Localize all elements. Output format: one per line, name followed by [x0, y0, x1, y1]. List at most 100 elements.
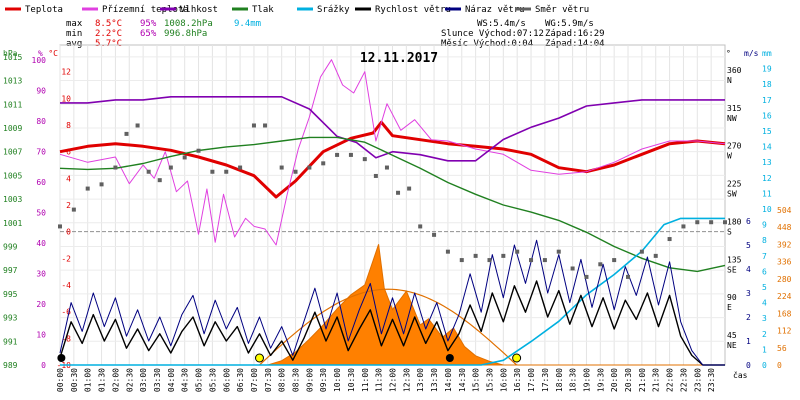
direction-compass: SW [727, 190, 737, 199]
x-tick-label: 20:00 [610, 368, 619, 392]
direction-tick: 180 [727, 217, 742, 226]
rain-tick: 10 [762, 205, 772, 214]
direction-unit: ° [726, 49, 731, 58]
markers [57, 123, 727, 363]
humidity-tick: 30 [36, 270, 46, 279]
direction-point [529, 258, 534, 263]
pressure-tick: 1013 [3, 77, 22, 86]
humidity-unit: % [38, 49, 43, 58]
direction-point [681, 224, 686, 229]
temperature-tick: -4 [61, 281, 71, 290]
wind-tick: 4 [746, 265, 751, 274]
rain-tick: 14 [762, 143, 772, 152]
humidity-tick: 90 [36, 87, 46, 96]
pressure-tick: 1001 [3, 219, 22, 228]
direction-tick: 135 [727, 255, 742, 264]
direction-point [407, 186, 412, 191]
stats-value: 65% [140, 29, 157, 39]
x-tick-label: 02:00 [111, 368, 120, 392]
pressure-tick: 989 [3, 361, 18, 370]
x-tick-label: 16:00 [499, 368, 508, 392]
solar-radiation-area [60, 244, 725, 366]
x-tick-label: 08:30 [292, 368, 301, 392]
sunrise-marker [255, 353, 264, 363]
direction-tick: 360 [727, 66, 742, 75]
direction-point [487, 258, 492, 263]
x-tick-label: 15:00 [472, 368, 481, 392]
rain-tick: 8 [762, 236, 767, 245]
direction-point [263, 123, 268, 128]
direction-compass: SE [727, 265, 737, 274]
wind-tick: 3 [746, 289, 751, 298]
x-tick-label: 07:30 [264, 368, 273, 392]
direction-point [85, 186, 90, 191]
stats-label: avg [66, 39, 82, 49]
direction-tick: 270 [727, 142, 742, 151]
temperature-tick: 0 [66, 228, 71, 237]
legend-label: Náraz větru [465, 5, 525, 15]
stats-block: max 8.5°C 95% 1008.2hPa 9.4mm min 2.2°C 65% 996.… [66, 19, 261, 49]
humidity-tick: 70 [36, 148, 46, 157]
direction-point [570, 266, 575, 271]
direction-point [418, 224, 423, 229]
x-tick-label: 20:30 [624, 368, 633, 392]
pressure-tick: 999 [3, 242, 18, 251]
temperature-tick: 10 [61, 94, 71, 103]
direction-point [157, 178, 162, 183]
x-axis-label: čas [733, 370, 748, 380]
humidity-tick: 0 [41, 361, 46, 370]
direction-point [709, 220, 714, 225]
direction-compass: W [727, 152, 732, 161]
direction-point [168, 165, 173, 170]
temperature-tick: -6 [61, 308, 71, 317]
direction-point [224, 169, 229, 174]
x-tick-label: 19:00 [582, 368, 591, 392]
x-tick-label: 12:00 [389, 368, 398, 392]
rain-tick: 7 [762, 252, 767, 261]
direction-point [653, 253, 658, 258]
rain-tick: 3 [762, 314, 767, 323]
solar-tick: 448 [777, 223, 792, 232]
solar-tick: 336 [777, 258, 792, 267]
legend-label: Tlak [252, 5, 274, 15]
pressure-tick: 1009 [3, 124, 22, 133]
x-tick-label: 13:30 [430, 368, 439, 392]
solar-tick: 0 [777, 361, 782, 370]
direction-point [584, 274, 589, 279]
x-tick-label: 22:30 [679, 368, 688, 392]
direction-point [473, 253, 478, 258]
solar-tick: 168 [777, 309, 792, 318]
solar-tick: 56 [777, 344, 787, 353]
direction-point [335, 152, 340, 157]
direction-point [445, 249, 450, 254]
direction-point [71, 207, 76, 212]
x-tick-label: 18:30 [569, 368, 578, 392]
x-tick-label: 15:30 [485, 368, 494, 392]
direction-point [307, 165, 312, 170]
pressure-tick: 1015 [3, 53, 22, 62]
rain-tick: 19 [762, 65, 772, 74]
legend-label: Vlhkost [180, 5, 218, 15]
rain-tick: 16 [762, 111, 772, 120]
x-tick-label: 22:00 [666, 368, 675, 392]
temperature-tick: 12 [61, 68, 71, 77]
direction-tick: 90 [727, 293, 737, 302]
direction-point [542, 258, 547, 263]
x-tick-label: 21:30 [652, 368, 661, 392]
x-tick-label: 04:30 [181, 368, 190, 392]
info-moonrise: Měsíc Východ:0:04 [441, 39, 533, 49]
pressure-tick: 993 [3, 314, 18, 323]
series-lines [59, 59, 726, 366]
direction-point [501, 253, 506, 258]
stats-value: 1008.2hPa [164, 19, 213, 29]
x-tick-label: 04:00 [167, 368, 176, 392]
temperature-tick: 2 [66, 201, 71, 210]
pressure-tick: 1011 [3, 100, 22, 109]
x-tick-label: 11:30 [375, 368, 384, 392]
direction-compass: S [727, 227, 732, 236]
direction-point [373, 173, 378, 178]
direction-compass: NW [727, 114, 737, 123]
